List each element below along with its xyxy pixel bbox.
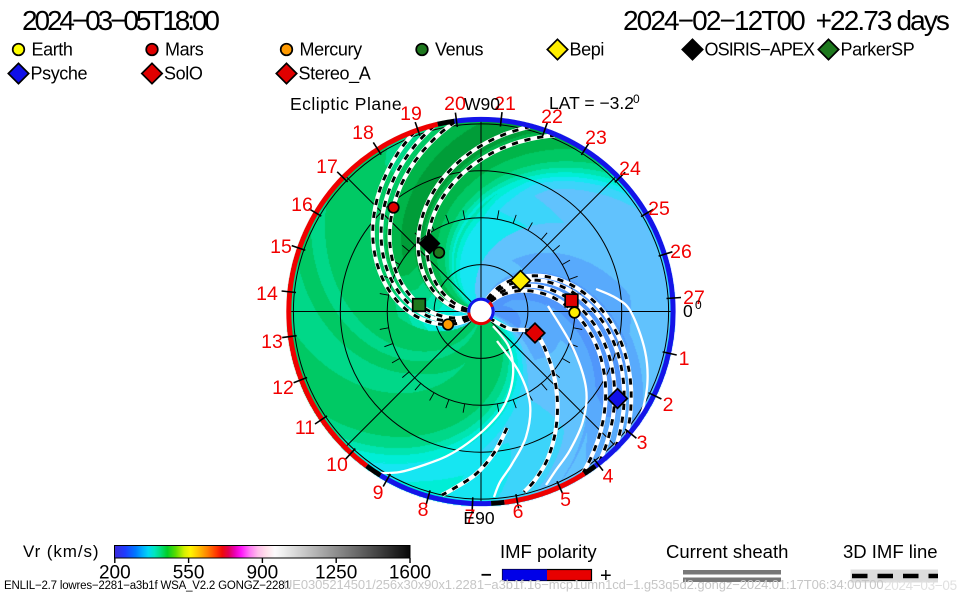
svg-text:200: 200 — [99, 563, 131, 584]
svg-text:SolO: SolO — [164, 64, 203, 84]
svg-text:18: 18 — [352, 122, 374, 144]
svg-text:22: 22 — [541, 106, 563, 128]
svg-text:17: 17 — [316, 156, 338, 178]
svg-text:Venus: Venus — [435, 40, 483, 60]
svg-text:OSIRIS−APEX: OSIRIS−APEX — [705, 40, 816, 60]
svg-text:ENLIL−2.7 lowres−2281−a3b1f WS: ENLIL−2.7 lowres−2281−a3b1f WSA_V2.2 GON… — [4, 580, 291, 592]
svg-text:W90: W90 — [464, 94, 500, 114]
svg-text:23: 23 — [585, 127, 607, 149]
svg-text:24: 24 — [619, 158, 641, 180]
svg-text:4: 4 — [603, 466, 614, 488]
svg-text:UE0305214501/256x30x90x1.2281−: UE0305214501/256x30x90x1.2281−a3b1f.16−m… — [283, 577, 884, 592]
svg-text:Psyche: Psyche — [31, 64, 88, 84]
svg-text:Bepi: Bepi — [570, 40, 604, 60]
svg-text:1: 1 — [679, 348, 690, 370]
svg-text:27: 27 — [683, 287, 705, 309]
svg-text:11: 11 — [295, 417, 315, 439]
svg-text:0: 0 — [683, 301, 693, 321]
svg-text:2024−03−05T18:00: 2024−03−05T18:00 — [22, 5, 219, 36]
svg-text:8: 8 — [418, 499, 429, 521]
svg-text:2024−02−12T00 +22.73 days: 2024−02−12T00 +22.73 days — [623, 5, 949, 36]
svg-text:0: 0 — [633, 92, 640, 106]
svg-text:26: 26 — [670, 241, 692, 263]
svg-text:9: 9 — [373, 482, 384, 504]
svg-text:3: 3 — [637, 432, 648, 454]
svg-text:ParkerSP: ParkerSP — [841, 40, 915, 60]
svg-text:12: 12 — [272, 377, 294, 399]
svg-text:3D IMF line: 3D IMF line — [843, 541, 938, 562]
svg-text:+: + — [600, 565, 612, 587]
svg-text:Ecliptic Plane: Ecliptic Plane — [290, 94, 402, 114]
svg-text:Earth: Earth — [32, 40, 73, 60]
svg-text:16: 16 — [291, 194, 313, 216]
svg-text:25: 25 — [648, 198, 670, 220]
svg-text:7: 7 — [465, 506, 476, 528]
svg-text:0: 0 — [695, 298, 702, 312]
svg-text:21: 21 — [494, 93, 516, 115]
svg-text:2: 2 — [663, 394, 674, 416]
svg-text:6: 6 — [513, 501, 524, 523]
svg-text:20: 20 — [444, 93, 466, 115]
svg-text:Vr (km/s): Vr (km/s) — [23, 542, 99, 561]
svg-text:550: 550 — [173, 563, 205, 584]
svg-text:19: 19 — [400, 103, 422, 125]
svg-text:Mars: Mars — [165, 40, 204, 60]
svg-text:Mercury: Mercury — [300, 40, 363, 60]
svg-text:1250: 1250 — [315, 563, 357, 584]
svg-text:10: 10 — [326, 454, 348, 476]
svg-text:IMF polarity: IMF polarity — [500, 541, 597, 562]
svg-text:13: 13 — [261, 331, 283, 353]
svg-text:900: 900 — [247, 563, 279, 584]
svg-text:5: 5 — [560, 489, 571, 511]
svg-text:Current sheath: Current sheath — [666, 541, 788, 562]
svg-text:14: 14 — [256, 283, 278, 305]
svg-text:2024−03−05: 2024−03−05 — [884, 578, 957, 593]
svg-text:15: 15 — [270, 236, 292, 258]
svg-text:E90: E90 — [463, 508, 494, 528]
svg-text:LAT = −3.2: LAT = −3.2 — [549, 93, 634, 113]
svg-text:Stereo_A: Stereo_A — [299, 64, 371, 85]
svg-text:1600: 1600 — [389, 563, 431, 584]
